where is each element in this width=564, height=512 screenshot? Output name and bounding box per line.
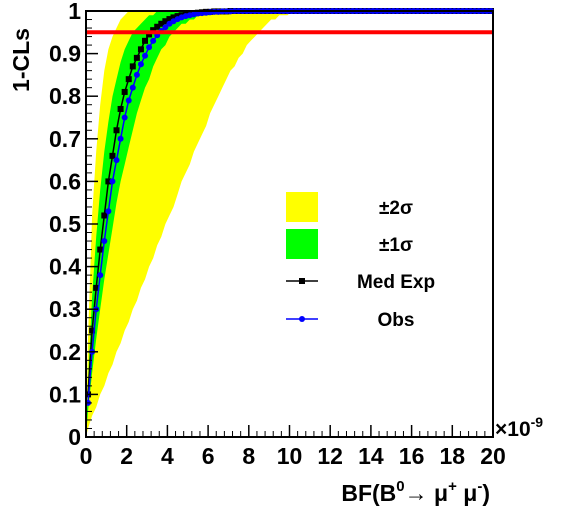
data-point <box>113 127 120 134</box>
data-point <box>129 84 136 91</box>
y-tick-label: 0.9 <box>49 41 81 67</box>
legend-entry: Med Exp <box>286 272 435 293</box>
legend-label: Med Exp <box>357 272 435 293</box>
legend-entry: Obs <box>286 310 414 331</box>
x-tick-label: 8 <box>242 443 255 469</box>
data-point <box>146 44 153 51</box>
data-point <box>137 61 144 68</box>
y-tick-label: 0.2 <box>49 339 81 365</box>
data-point <box>121 114 128 121</box>
data-point <box>101 212 108 219</box>
x-tick-label: 4 <box>161 443 174 469</box>
y-tick-label: 1 <box>68 0 81 24</box>
legend-label: ±2σ <box>379 198 413 219</box>
x-tick-label: 16 <box>399 443 425 469</box>
x-tick-label: 10 <box>277 443 303 469</box>
data-point <box>125 97 132 104</box>
data-point <box>150 37 157 44</box>
y-tick-label: 0.7 <box>49 126 81 152</box>
y-tick-label: 0 <box>68 424 81 450</box>
data-point <box>162 24 169 31</box>
axis-ticks <box>85 10 494 438</box>
data-point <box>97 272 104 279</box>
data-point <box>89 327 96 334</box>
data-point <box>121 88 128 95</box>
y-axis-label: 1-CLs <box>8 28 34 92</box>
x-tick-label: 12 <box>317 443 343 469</box>
x-tick-labels: 0 2 4 6 8 10 12 14 16 18 20 <box>80 443 506 469</box>
data-point <box>142 52 149 59</box>
y-tick-label: 0.1 <box>49 381 81 407</box>
x-tick-label: 14 <box>358 443 384 469</box>
data-point <box>105 178 112 185</box>
x-tick-label: 18 <box>440 443 466 469</box>
data-point <box>162 18 169 25</box>
legend-marker <box>299 278 305 284</box>
y-tick-label: 0.5 <box>49 211 81 237</box>
data-point <box>166 16 173 23</box>
data-point <box>150 27 157 34</box>
data-point <box>158 20 165 27</box>
data-point <box>113 157 120 164</box>
y-tick-label: 0.6 <box>49 168 81 194</box>
data-point <box>154 23 161 30</box>
legend: ±2σ ±1σ Med Exp Obs <box>286 192 435 331</box>
data-point <box>105 208 112 215</box>
legend-entry: ±1σ <box>286 229 413 259</box>
data-point <box>170 14 177 21</box>
x-tick-label: 2 <box>120 443 133 469</box>
data-point <box>133 71 140 78</box>
x-axis-label: BF(B0→ μ+ μ-) <box>341 478 490 506</box>
x-tick-label: 6 <box>202 443 215 469</box>
one-sigma-band <box>86 11 493 437</box>
x-axis-multiplier: ×10-9 <box>495 414 543 441</box>
data-point <box>97 246 104 253</box>
data-point <box>129 63 136 70</box>
y-tick-label: 0.8 <box>49 83 81 109</box>
x-tick-label: 0 <box>80 443 93 469</box>
data-point <box>146 31 153 38</box>
legend-swatch <box>286 192 318 222</box>
data-point <box>133 54 140 61</box>
data-point <box>142 37 149 44</box>
legend-swatch <box>286 229 318 259</box>
sigma-bands <box>86 11 493 437</box>
data-point <box>117 105 124 112</box>
two-sigma-band <box>86 11 493 437</box>
data-point <box>101 238 108 245</box>
data-point <box>93 284 100 291</box>
legend-label: Obs <box>378 310 415 331</box>
data-point <box>137 46 144 53</box>
y-tick-label: 0.4 <box>49 254 81 280</box>
data-point <box>109 152 116 159</box>
y-tick-label: 0.3 <box>49 296 81 322</box>
legend-entry: ±2σ <box>286 192 413 222</box>
data-point <box>109 178 116 185</box>
data-point <box>117 135 124 142</box>
data-point <box>125 76 132 83</box>
legend-label: ±1σ <box>379 235 413 256</box>
legend-marker <box>299 316 305 322</box>
y-tick-labels: 0 0.1 0.2 0.3 0.4 0.5 0.6 0.7 0.8 0.9 1 <box>49 0 81 450</box>
x-tick-label: 20 <box>480 443 506 469</box>
